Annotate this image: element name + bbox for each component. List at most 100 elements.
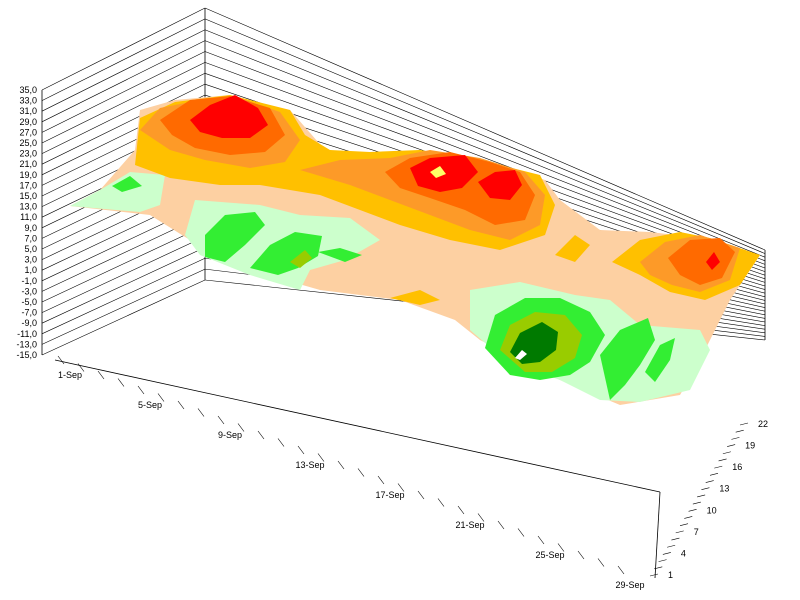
z-tick-label: 3,0 (24, 255, 37, 265)
x-tick-label: 1-Sep (58, 370, 82, 380)
y-tick-label: 1 (668, 570, 673, 580)
z-tick-label: 33,0 (19, 96, 37, 106)
y-tick-mark (684, 516, 693, 519)
y-tick-mark (727, 444, 736, 447)
x-tick-mark (237, 423, 245, 432)
x-tick-label: 29-Sep (615, 580, 644, 590)
left-wall-gridline (41, 247, 206, 324)
z-tick-label: -1,0 (21, 276, 37, 286)
y-tick-mark (701, 487, 710, 491)
surface-red-peak (190, 95, 268, 138)
z-tick-label: -15,0 (16, 350, 37, 360)
x-tick-mark (297, 445, 305, 455)
y-tick-mark (667, 544, 676, 548)
x-tick-label: 5-Sep (138, 400, 162, 410)
x-tick-mark (557, 543, 565, 552)
surface-yellow-band (390, 290, 440, 305)
surface-olive-band (290, 250, 312, 268)
y-tick-mark (714, 465, 723, 469)
x-tick-label: 25-Sep (535, 550, 564, 560)
y-tick-mark (692, 501, 701, 505)
z-tick-label: -11,0 (17, 329, 37, 339)
y-tick-mark (658, 559, 667, 562)
surface-green-band (205, 212, 265, 262)
x-tick-mark (457, 505, 465, 515)
x-tick-mark (477, 513, 485, 522)
surface-yellow-band (555, 235, 590, 262)
y-tick-mark (662, 552, 671, 555)
z-tick-label: 29,0 (19, 117, 37, 127)
z-tick-label: 19,0 (19, 170, 37, 180)
z-tick-label: 17,0 (19, 180, 37, 190)
x-tick-label: 17-Sep (375, 490, 404, 500)
back-wall-gridline (204, 51, 766, 265)
z-tick-label: -7,0 (21, 308, 37, 318)
z-tick-label: 25,0 (19, 138, 37, 148)
surface-green-band (318, 248, 362, 262)
left-wall-gridline (41, 73, 206, 154)
y-tick-mark (739, 422, 749, 426)
surface-green-band (112, 176, 142, 192)
left-wall-gridline (41, 279, 206, 356)
surface-darkorange-band (668, 238, 735, 285)
z-tick-label: 23,0 (19, 149, 37, 159)
x-tick-mark (157, 393, 165, 402)
z-tick-label: 21,0 (19, 159, 37, 169)
z-tick-label: 27,0 (19, 127, 37, 137)
z-tick-label: -3,0 (21, 286, 37, 296)
z-tick-label: 35,0 (19, 85, 37, 95)
y-tick-mark (705, 480, 714, 483)
x-tick-mark (177, 400, 185, 410)
left-wall-gridline (41, 18, 206, 101)
y-tick-mark (718, 458, 727, 462)
z-tick-label: 13,0 (19, 202, 37, 212)
x-tick-label: 13-Sep (295, 460, 324, 470)
x-tick-mark (577, 550, 585, 560)
back-wall-gridline (204, 7, 766, 251)
x-axis-line (54, 359, 661, 493)
x-tick-mark (197, 408, 205, 417)
back-wall-gridline (204, 18, 766, 254)
z-axis-tick-labels: -15,0-13,0-11,0-9,0-7,0-5,0-3,0-1,01,03,… (16, 85, 37, 360)
y-tick-label: 4 (681, 548, 686, 558)
x-tick-mark (617, 565, 625, 575)
y-tick-mark (671, 537, 680, 541)
x-tick-mark (517, 528, 525, 537)
z-tick-label: 7,0 (24, 233, 37, 243)
x-tick-mark (97, 370, 105, 380)
x-tick-mark (417, 490, 425, 500)
back-wall-gridline (204, 29, 766, 258)
left-wall-gridline (41, 62, 206, 144)
z-tick-label: -5,0 (21, 297, 37, 307)
z-tick-label: 1,0 (24, 265, 37, 275)
y-tick-label: 19 (745, 441, 755, 451)
back-wall-gridline (204, 40, 766, 262)
left-wall-gridline (41, 225, 206, 303)
y-tick-label: 7 (694, 527, 699, 537)
y-tick-mark (654, 566, 663, 570)
z-tick-label: 15,0 (19, 191, 37, 201)
y-tick-mark (735, 429, 744, 433)
z-tick-label: 9,0 (24, 223, 37, 233)
surface-plot (70, 95, 760, 405)
left-wall-gridline (41, 40, 206, 123)
x-tick-mark (437, 498, 445, 507)
left-wall-gridline (41, 257, 206, 335)
y-axis-tick-labels: 1 4 7 10 13 16 19 22 (668, 419, 768, 580)
x-tick-mark (337, 460, 345, 470)
left-wall-gridline (41, 83, 206, 165)
y-tick-label: 22 (758, 419, 768, 429)
y-tick-label: 10 (707, 505, 717, 515)
x-tick-mark (257, 430, 265, 440)
x-tick-mark (277, 438, 285, 447)
surface-cool-band (70, 172, 165, 212)
y-tick-mark (675, 530, 684, 534)
x-tick-mark (217, 415, 225, 425)
x-tick-mark (77, 363, 85, 372)
z-tick-label: 31,0 (19, 106, 37, 116)
left-wall-gridline (41, 7, 206, 91)
y-tick-label: 13 (719, 484, 729, 494)
y-tick-mark (649, 573, 659, 577)
x-tick-mark (117, 378, 125, 387)
